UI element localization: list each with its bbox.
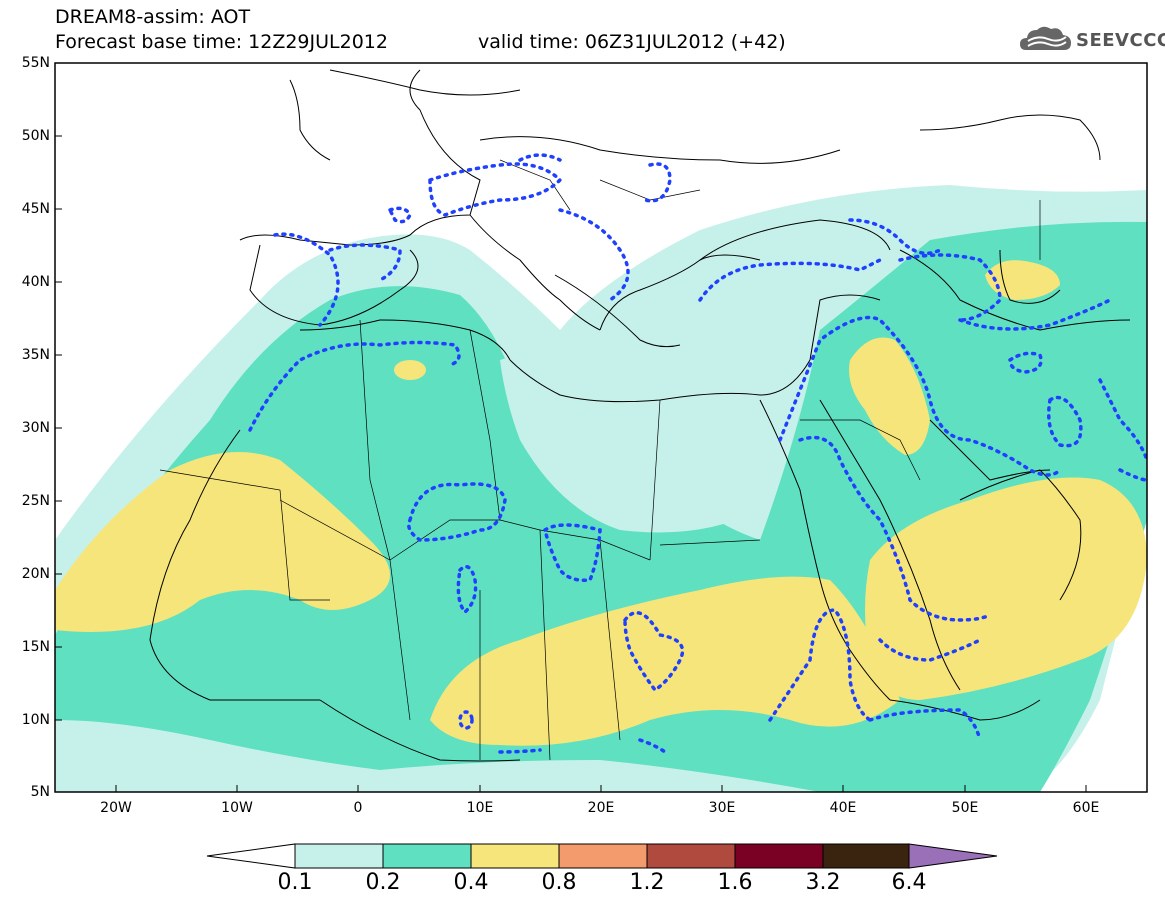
aot-band-0.4-arabia [865,477,1147,700]
lon-label: 10W [221,800,253,816]
colorbar-swatch-2 [382,843,472,869]
colorbar [206,843,998,869]
colorbar-swatch-1 [294,843,384,869]
colorbar-label: 1.2 [629,870,665,895]
lon-label: 40E [829,800,857,816]
lon-label: 0 [353,800,363,816]
lat-label: 5N [30,784,50,800]
dust-contours [248,153,1147,754]
lon-label: 60E [1072,800,1100,816]
lon-label: 10E [466,800,494,816]
colorbar-swatch-5 [646,843,736,869]
aot-band-0.4-algeria [394,360,426,380]
lon-label: 20E [587,800,615,816]
colorbar-label: 0.4 [453,870,489,895]
lat-label: 15N [21,639,50,655]
colorbar-label: 0.2 [365,870,401,895]
lat-label: 35N [21,347,50,363]
lat-label: 25N [21,493,50,509]
colorbar-swatch-3 [470,843,560,869]
lat-label: 50N [21,128,50,144]
colorbar-label: 1.6 [717,870,753,895]
colorbar-label: 6.4 [891,870,927,895]
colorbar-swatch-6 [734,843,824,869]
forecast-base-time: Forecast base time: 12Z29JUL2012 [55,31,388,53]
colorbar-swatch-4 [558,843,648,869]
aot-band-0.4-iraq [849,337,930,455]
seevccc-logo: SEEVCCC [1018,22,1165,58]
lat-label: 55N [21,55,50,71]
colorbar-under-triangle [206,843,296,869]
cloud-icon [1020,26,1071,50]
colorbar-swatch-7 [822,843,910,869]
lon-label: 30E [708,800,736,816]
lon-label: 50E [951,800,979,816]
lat-label: 20N [21,566,50,582]
lon-label: 20W [100,800,132,816]
country-borders [159,159,1041,761]
axis-ticks [55,62,1087,792]
lat-label: 10N [21,712,50,728]
aot-band-0.1-inner [500,330,790,533]
lat-label: 30N [21,420,50,436]
aot-band-0.4-caspian [985,260,1060,300]
logo-text: SEEVCCC [1076,30,1165,51]
lat-label: 45N [21,201,50,217]
coastlines [149,69,1131,762]
aot-band-0.4-west [55,452,390,632]
colorbar-label: 0.1 [277,870,313,895]
colorbar-label: 0.8 [541,870,577,895]
valid-time: valid time: 06Z31JUL2012 (+42) [478,31,786,53]
colorbar-over-triangle [908,843,998,869]
map-title: DREAM8-assim: AOT [55,6,251,28]
lat-label: 40N [21,274,50,290]
colorbar-label: 3.2 [805,870,841,895]
